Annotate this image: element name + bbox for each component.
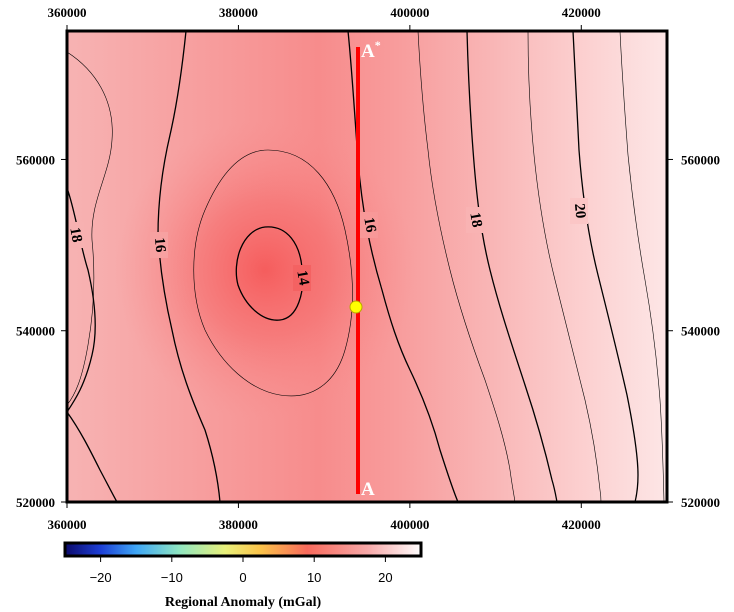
profile-marker (349, 300, 363, 314)
x-tick-label-top: 360000 (48, 5, 87, 20)
contour-label-14: 14 (293, 269, 311, 287)
x-tick-label-bottom: 380000 (219, 517, 258, 532)
y-tick-label-right: 540000 (681, 324, 720, 339)
contour-label-20: 20 (571, 203, 588, 219)
y-tick-label-right: 520000 (681, 495, 720, 510)
contour-15-ring (193, 149, 353, 397)
y-tick-label-left: 540000 (16, 324, 55, 339)
contour-20-right (572, 31, 639, 502)
contour-label-18-left: 18 (66, 226, 84, 244)
x-tick-label-bottom: 420000 (562, 517, 601, 532)
map-frame (65, 29, 669, 504)
x-tick-label-top: 380000 (219, 5, 258, 20)
colorbar: −20 −10 0 10 20 Regional Anomaly (mGal) (63, 541, 423, 610)
colorbar-tick-label: 20 (378, 570, 392, 585)
y-tick-label-right: 560000 (681, 152, 720, 167)
profile-start-label: A (361, 479, 375, 500)
contour-17-mid (417, 31, 516, 502)
contour-17-left (67, 51, 113, 406)
contour-16-left (157, 31, 221, 502)
contour-19-right (527, 31, 602, 502)
y-tick-label-left: 520000 (16, 495, 55, 510)
profile-end-label: A* (361, 38, 381, 62)
colorbar-tick-label: −10 (161, 570, 183, 585)
colorbar-scale (63, 541, 423, 558)
x-tick-label-bottom: 400000 (390, 517, 429, 532)
contour-label-18-right: 18 (466, 211, 484, 229)
x-tick-label-top: 420000 (562, 5, 601, 20)
y-tick-label-left: 560000 (16, 152, 55, 167)
x-tick-label-bottom: 360000 (48, 517, 87, 532)
contour-lines (67, 31, 665, 502)
contour-21-right (619, 31, 665, 502)
axis-ticks: 360000 360000 380000 380000 400000 400000 4200… (16, 5, 720, 532)
colorbar-ticks: −20 −10 0 10 20 (90, 556, 393, 585)
contour-label-patches (67, 198, 588, 291)
colorbar-title: Regional Anomaly (mGal) (165, 595, 322, 610)
colorbar-tick-label: −20 (90, 570, 112, 585)
contour-14-ring (235, 226, 304, 321)
contour-16-mid (347, 31, 459, 502)
x-tick-label-top: 400000 (390, 5, 429, 20)
contour-18-right (466, 31, 558, 502)
contour-label-16-mid: 16 (360, 216, 378, 234)
map-area: 18 16 14 16 18 20 A* A (65, 29, 669, 504)
colorbar-tick-label: 10 (307, 570, 321, 585)
colorbar-tick-label: 0 (239, 570, 246, 585)
contour-label-16-left: 16 (151, 237, 168, 254)
anomaly-low (95, 40, 435, 500)
